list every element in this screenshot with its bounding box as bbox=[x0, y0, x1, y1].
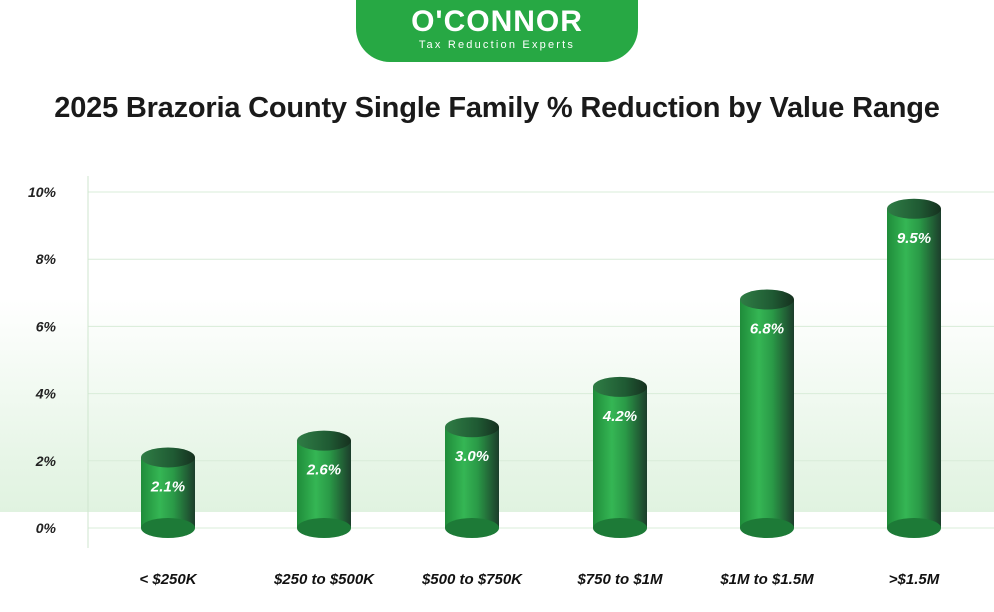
bar: 4.2% bbox=[593, 376, 647, 538]
bar-base bbox=[141, 518, 195, 538]
y-tick-label: 10% bbox=[28, 184, 57, 200]
chart-title: 2025 Brazoria County Single Family % Red… bbox=[54, 92, 940, 124]
grid-layer bbox=[88, 191, 994, 529]
x-tick-label: $500 to $750K bbox=[421, 571, 523, 588]
bar-base bbox=[593, 518, 647, 538]
x-labels-layer: < $250K $250 to $500K $500 to $750K $750 to… bbox=[139, 571, 939, 588]
bar-body bbox=[445, 427, 499, 528]
data-label: 2.1% bbox=[150, 478, 185, 495]
bar-body bbox=[141, 457, 195, 528]
bar: 6.8% bbox=[740, 289, 794, 538]
bar-top bbox=[887, 198, 941, 219]
bar-body bbox=[297, 440, 351, 528]
x-tick-label: < $250K bbox=[139, 571, 197, 588]
y-tick-label: 4% bbox=[35, 386, 57, 402]
bar-base bbox=[445, 518, 499, 538]
bar-top bbox=[593, 376, 647, 397]
bar-top bbox=[297, 430, 351, 451]
bars-layer: 2.1% 2.6% 3.0% 4.2% 6.8% 9.5% bbox=[141, 198, 941, 538]
bar-body bbox=[740, 299, 794, 528]
data-label: 6.8% bbox=[750, 321, 784, 338]
bar: 2.6% bbox=[297, 430, 351, 538]
y-tick-label: 8% bbox=[36, 251, 57, 267]
logo-wordmark: O'CONNOR bbox=[411, 5, 583, 38]
bar-body bbox=[593, 386, 647, 528]
bar: 2.1% bbox=[141, 447, 195, 538]
bar-top bbox=[141, 447, 195, 468]
x-tick-label: $1M to $1.5M bbox=[719, 571, 814, 588]
y-tick-label: 0% bbox=[36, 520, 57, 536]
bar-top bbox=[740, 289, 794, 310]
bar-base bbox=[887, 518, 941, 538]
bar-base bbox=[740, 518, 794, 538]
y-tick-label: 6% bbox=[36, 318, 57, 334]
x-tick-label: >$1.5M bbox=[889, 571, 940, 588]
bar: 9.5% bbox=[887, 198, 941, 538]
data-label: 9.5% bbox=[897, 230, 931, 247]
data-label: 4.2% bbox=[602, 408, 637, 425]
bar: 3.0% bbox=[445, 417, 499, 538]
logo-tagline: Tax Reduction Experts bbox=[418, 39, 576, 51]
bar-body bbox=[887, 208, 941, 529]
x-tick-label: $750 to $1M bbox=[576, 571, 663, 588]
axis-layer: 0% 2% 4% 6% 8% 10% bbox=[28, 176, 89, 548]
y-tick-label: 2% bbox=[35, 453, 57, 469]
bar-base bbox=[297, 518, 351, 538]
data-label: 3.0% bbox=[455, 448, 489, 465]
bar-top bbox=[445, 417, 499, 438]
data-label: 2.6% bbox=[306, 462, 341, 479]
x-tick-label: $250 to $500K bbox=[273, 571, 375, 588]
brand-logo: O'CONNOR Tax Reduction Experts bbox=[356, 0, 638, 62]
